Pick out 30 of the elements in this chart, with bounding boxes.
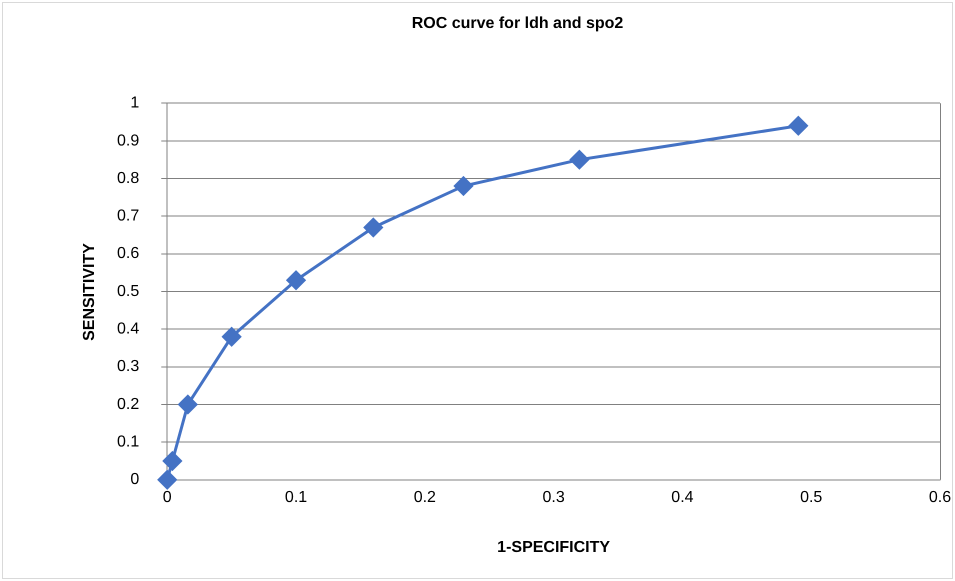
- x-tick-label: 0.5: [800, 489, 822, 506]
- y-tick-label: 0.7: [116, 208, 140, 225]
- x-tick-label: 0: [162, 489, 172, 506]
- y-axis-title: SENSITIVITY: [81, 242, 99, 340]
- x-tick-label: 0.3: [542, 489, 565, 506]
- x-tick-label: 0.2: [414, 489, 436, 506]
- point: [454, 176, 473, 196]
- point: [364, 218, 383, 237]
- point: [222, 327, 242, 346]
- y-tick-label: 0.1: [116, 434, 140, 451]
- y-tick-label: 0.9: [116, 132, 140, 150]
- chart-title: ROC curve for ldh and spo2: [412, 15, 624, 32]
- x-tick-label: 0.4: [671, 489, 694, 506]
- point: [286, 270, 306, 290]
- y-tick-label: 0.5: [116, 282, 140, 300]
- x-tick-label: 0.6: [928, 489, 952, 506]
- point: [162, 451, 182, 470]
- point: [788, 116, 808, 136]
- x-axis-title: 1-SPECIFICITY: [497, 538, 610, 556]
- y-tick-label: 0.3: [116, 358, 140, 376]
- y-tick-label: 1: [130, 94, 140, 112]
- x-tick-label: 0.1: [284, 489, 308, 506]
- y-tick-label: 0: [130, 471, 140, 488]
- point: [178, 394, 198, 414]
- point: [158, 470, 177, 490]
- y-tick-label: 0.2: [116, 396, 140, 413]
- y-tick-label: 0.8: [116, 170, 140, 187]
- y-tick-label: 0.6: [116, 245, 140, 262]
- y-tick-label: 0.4: [116, 320, 140, 338]
- point: [570, 150, 589, 170]
